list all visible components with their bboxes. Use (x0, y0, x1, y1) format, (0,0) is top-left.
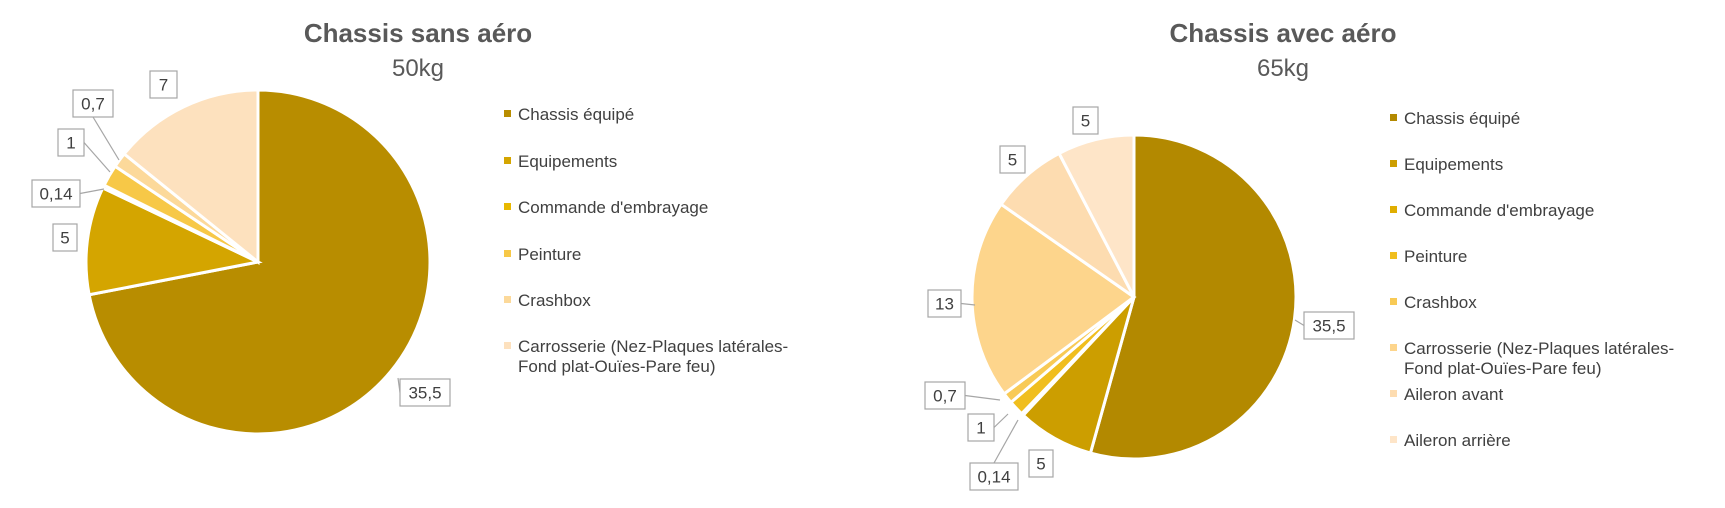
data-label: 7 (159, 76, 168, 95)
data-label: 0,14 (977, 468, 1010, 487)
data-label: 5 (60, 229, 69, 248)
data-label-box (72, 89, 114, 118)
legend: Chassis équipé Equipements Commande d'embr… (504, 105, 788, 376)
pie-slice (122, 88, 260, 266)
chart-avec-aero: Chassis avec aéro 65kg 35,5 5 0,14 1 0,7 13 5 5… (924, 18, 1674, 491)
legend-item: Equipements (504, 152, 617, 171)
data-labels: 35,5 5 0,14 1 0,7 13 5 5 (924, 106, 1355, 491)
legend-swatch (504, 250, 511, 257)
legend-item: Commande d'embrayage (1390, 201, 1594, 220)
chart-title: Chassis sans aéro (304, 18, 532, 48)
legend-label: Chassis équipé (1404, 109, 1520, 128)
pie-slice (84, 185, 263, 297)
data-label: 35,5 (1312, 317, 1345, 336)
legend-swatch (504, 110, 511, 117)
data-label: 13 (935, 295, 954, 314)
chart-subtitle: 65kg (1257, 55, 1309, 82)
legend-swatch (1390, 436, 1397, 443)
legend-item: Crashbox (1390, 293, 1477, 312)
legend-swatch (1390, 114, 1397, 121)
legend-swatch (1390, 298, 1397, 305)
legend-item: Crashbox (504, 291, 591, 310)
data-label: 0,7 (933, 387, 957, 406)
pie-slice (1088, 133, 1298, 461)
legend-item: Chassis équipé (1390, 109, 1520, 128)
legend-label: Peinture (1404, 247, 1467, 266)
leader-line (993, 419, 1019, 464)
pie-slice (1057, 133, 1136, 298)
leader-line (964, 394, 1001, 401)
legend-label: Commande d'embrayage (1404, 201, 1594, 220)
legend-item: Equipements (1390, 155, 1503, 174)
legend: Chassis équipé Equipements Commande d'embr… (1390, 109, 1674, 450)
leader-line (960, 302, 976, 306)
chart-title: Chassis avec aéro (1170, 18, 1397, 48)
data-label-box (149, 70, 178, 99)
legend-label: Commande d'embrayage (518, 198, 708, 217)
legend-label: Equipements (518, 152, 617, 171)
data-label-box (1072, 106, 1099, 135)
data-label-box (969, 462, 1019, 491)
data-label-box (924, 381, 966, 410)
pie-slice (970, 202, 1137, 396)
legend-item: Aileron avant (1390, 385, 1504, 404)
data-label-box (52, 223, 78, 252)
data-label: 1 (976, 419, 985, 438)
leader-line (92, 116, 120, 161)
data-label-box (399, 378, 451, 407)
leader-line (79, 188, 105, 195)
legend-swatch (504, 342, 511, 349)
legend-label: Chassis équipé (518, 105, 634, 124)
legend-label: Carrosserie (Nez-Plaques latérales- (1404, 339, 1674, 358)
legend-label: Carrosserie (Nez-Plaques latérales- (518, 337, 788, 356)
legend-swatch (1390, 344, 1397, 351)
legend-label: Peinture (518, 245, 581, 264)
pie-slices (84, 88, 432, 436)
legend-swatch (1390, 390, 1397, 397)
legend-item: Carrosserie (Nez-Plaques latérales-Fond … (504, 337, 788, 376)
legend-swatch (1390, 206, 1397, 213)
data-label-box (1028, 449, 1054, 478)
legend-item: Carrosserie (Nez-Plaques latérales-Fond … (1390, 339, 1674, 378)
leader-line (83, 142, 111, 173)
legend-label: Crashbox (1404, 293, 1477, 312)
data-label-box (1303, 311, 1355, 340)
legend-item: Peinture (504, 245, 581, 264)
legend-item: Peinture (1390, 247, 1467, 266)
legend-item: Commande d'embrayage (504, 198, 708, 217)
legend-label: Fond plat-Ouïes-Pare feu) (1404, 359, 1601, 378)
data-label: 5 (1008, 151, 1017, 170)
legend-swatch (504, 157, 511, 164)
data-label: 0,7 (81, 95, 105, 114)
data-label-box (57, 128, 85, 157)
pie-slices (970, 133, 1298, 461)
data-label-box (31, 179, 81, 208)
data-label: 5 (1036, 455, 1045, 474)
data-label-box (967, 413, 995, 442)
legend-swatch (504, 296, 511, 303)
legend-item: Chassis équipé (504, 105, 634, 124)
legend-label: Aileron arrière (1404, 431, 1511, 450)
legend-label: Crashbox (518, 291, 591, 310)
legend-label: Equipements (1404, 155, 1503, 174)
data-labels: 35,5 5 0,14 1 0,7 7 (31, 70, 451, 407)
data-label: 1 (66, 134, 75, 153)
legend-label: Fond plat-Ouïes-Pare feu) (518, 357, 715, 376)
leader-line (993, 413, 1009, 428)
legend-swatch (1390, 252, 1397, 259)
chart-subtitle: 50kg (392, 55, 444, 82)
data-label: 5 (1081, 112, 1090, 131)
leader-line (1294, 319, 1305, 327)
data-label: 0,14 (39, 185, 72, 204)
data-label-box (999, 145, 1026, 174)
legend-swatch (1390, 160, 1397, 167)
data-label: 35,5 (408, 384, 441, 403)
data-label-box (927, 289, 962, 318)
legend-swatch (504, 203, 511, 210)
chart-sans-aero: Chassis sans aéro 50kg 35,5 5 0,14 1 0,7 7 Cha… (31, 18, 788, 436)
legend-label: Aileron avant (1404, 385, 1504, 404)
legend-item: Aileron arrière (1390, 431, 1511, 450)
